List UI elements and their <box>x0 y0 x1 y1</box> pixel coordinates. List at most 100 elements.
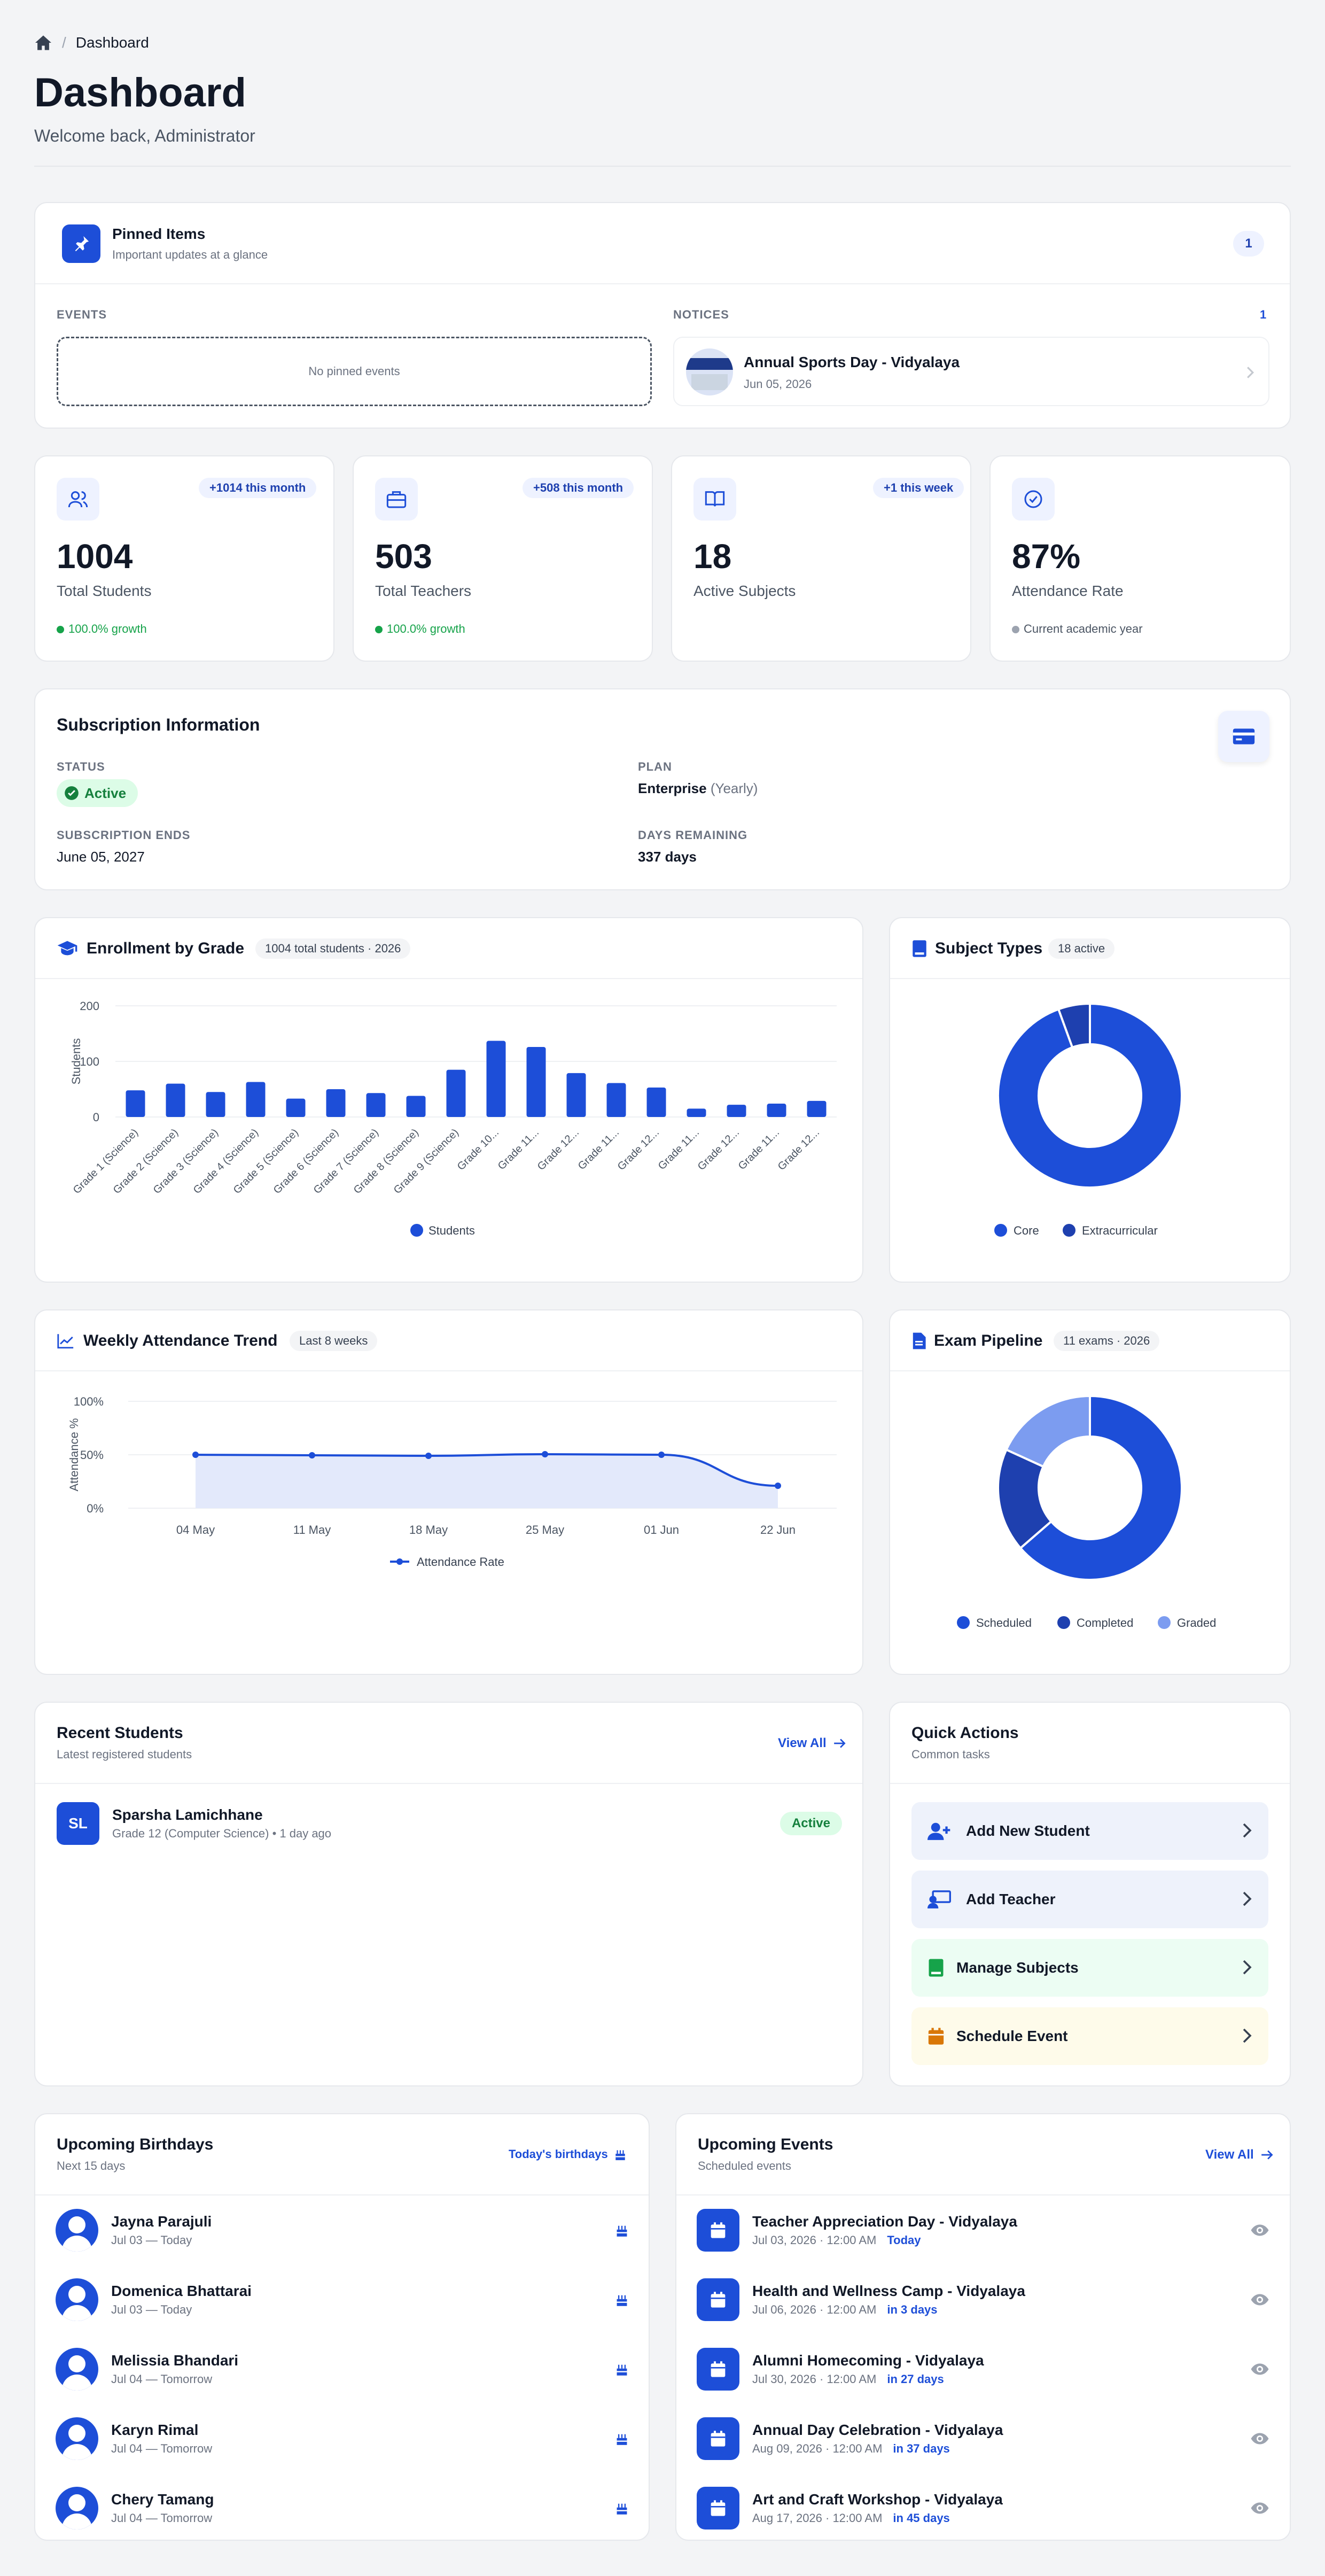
event-name: Teacher Appreciation Day - Vidyalaya <box>752 2213 1017 2230</box>
y-tick-label: 100% <box>74 1395 104 1408</box>
chevron-right-icon <box>1243 2028 1252 2043</box>
line-series <box>195 1453 778 1487</box>
check-circle-icon <box>65 786 79 800</box>
birthday-name: Chery Tamang <box>111 2491 214 2508</box>
x-tick-label: Grade 12... <box>776 1127 822 1173</box>
x-tick-label: Grade 1 (Science) <box>71 1127 141 1196</box>
card-icon[interactable] <box>1218 711 1269 762</box>
add-new-student-label: Add New Student <box>966 1822 1090 1839</box>
student-row[interactable]: SL Sparsha Lamichhane Grade 12 (Computer… <box>57 1797 842 1850</box>
event-row[interactable]: Teacher Appreciation Day - Vidyalaya Jul … <box>697 2195 1269 2265</box>
teachers-growth-badge: +508 this month <box>523 478 634 498</box>
events-card: Upcoming Events Scheduled events View Al… <box>675 2113 1291 2541</box>
attendance-foot: Current academic year <box>1012 622 1143 636</box>
arrow-right-icon <box>1261 2150 1273 2160</box>
x-tick-label: 04 May <box>176 1523 215 1537</box>
bar <box>566 1073 586 1117</box>
todays-birthdays-link[interactable]: Today's birthdays <box>509 2147 626 2161</box>
home-icon[interactable] <box>34 35 52 51</box>
exam-divider <box>890 1370 1290 1371</box>
bar <box>687 1108 706 1117</box>
bar <box>526 1046 546 1117</box>
view-all-events-link[interactable]: View All <box>1205 2147 1274 2162</box>
subject-types-card: Subject Types 18 active Core Extracurricu… <box>889 917 1291 1283</box>
breadcrumb: / Dashboard <box>34 34 149 51</box>
birthday-row[interactable]: Chery Tamang Jul 04 — Tomorrow <box>56 2473 628 2543</box>
event-date: Aug 09, 2026 · 12:00 AM <box>752 2442 883 2455</box>
x-tick-label: 18 May <box>409 1523 448 1537</box>
birthday-row[interactable]: Melissia Bhandari Jul 04 — Tomorrow <box>56 2334 628 2404</box>
attendance-foot-text: Current academic year <box>1024 622 1143 635</box>
bar <box>807 1100 827 1117</box>
bar <box>126 1090 145 1117</box>
data-point <box>309 1452 315 1458</box>
avatar <box>56 2417 98 2460</box>
eye-icon[interactable] <box>1250 2223 1269 2237</box>
cake-icon <box>617 2503 627 2515</box>
x-tick-label: Grade 12... <box>615 1127 661 1173</box>
legend-swatch <box>1063 1224 1075 1237</box>
event-name: Art and Craft Workshop - Vidyalaya <box>752 2491 1003 2508</box>
birthday-row[interactable]: Domenica Bhattarai Jul 03 — Today <box>56 2265 628 2334</box>
event-relative: in 37 days <box>893 2442 950 2455</box>
subject-types-title: Subject Types <box>935 940 1043 957</box>
legend-label: Core <box>1014 1224 1039 1237</box>
eye-icon[interactable] <box>1250 2362 1269 2376</box>
eye-icon[interactable] <box>1250 2293 1269 2307</box>
cake-icon <box>617 2434 627 2445</box>
x-tick-label: Grade 12... <box>535 1127 581 1173</box>
y-tick-label: 50% <box>80 1448 104 1462</box>
birthday-row[interactable]: Karyn Rimal Jul 04 — Tomorrow <box>56 2404 628 2473</box>
events-subtitle: Scheduled events <box>698 2159 791 2172</box>
avatar <box>56 2487 98 2530</box>
view-all-events-label: View All <box>1205 2147 1254 2162</box>
eye-icon[interactable] <box>1250 2501 1269 2515</box>
x-tick-label: 22 Jun <box>760 1523 796 1537</box>
users-icon <box>57 478 99 521</box>
check-circle-icon <box>1012 478 1055 521</box>
event-row[interactable]: Art and Craft Workshop - Vidyalaya Aug 17… <box>697 2473 1269 2543</box>
plan-value: Enterprise (Yearly) <box>638 780 758 797</box>
add-new-student-button[interactable]: Add New Student <box>911 1802 1268 1860</box>
manage-subjects-button[interactable]: Manage Subjects <box>911 1939 1268 1997</box>
subjects-growth-badge: +1 this week <box>873 478 964 498</box>
donut-slice <box>1019 1394 1183 1581</box>
avatar <box>56 2209 98 2252</box>
schedule-event-label: Schedule Event <box>956 2028 1068 2044</box>
birthdays-card: Upcoming Birthdays Next 15 days Today's … <box>34 2113 650 2541</box>
avatar <box>56 2278 98 2321</box>
student-meta: Grade 12 (Computer Science) • 1 day ago <box>112 1827 332 1840</box>
event-row[interactable]: Health and Wellness Camp - Vidyalaya Jul … <box>697 2265 1269 2334</box>
schedule-event-button[interactable]: Schedule Event <box>911 2007 1268 2065</box>
view-all-students-link[interactable]: View All <box>778 1736 847 1751</box>
bar <box>727 1105 746 1117</box>
events-empty-text: No pinned events <box>308 364 400 378</box>
students-value: 1004 <box>57 537 133 576</box>
bar <box>206 1092 225 1117</box>
event-row[interactable]: Annual Day Celebration - Vidyalaya Aug 09… <box>697 2404 1269 2473</box>
add-teacher-button[interactable]: Add Teacher <box>911 1871 1268 1928</box>
x-tick-label: 25 May <box>526 1523 564 1537</box>
birthday-name: Karyn Rimal <box>111 2422 199 2438</box>
x-tick-label: Grade 11... <box>736 1127 782 1172</box>
eye-icon[interactable] <box>1250 2432 1269 2446</box>
attendance-label: Attendance Rate <box>1012 583 1124 599</box>
events-title: Upcoming Events <box>698 2136 833 2153</box>
data-point <box>658 1452 665 1458</box>
notice-item[interactable]: Annual Sports Day - Vidyalaya Jun 05, 20… <box>673 337 1269 406</box>
y-tick-label: 0% <box>87 1502 104 1515</box>
teachers-foot: 100.0% growth <box>375 622 465 636</box>
enrollment-title: Enrollment by Grade <box>87 940 245 957</box>
days-value: 337 days <box>638 849 697 865</box>
recent-title: Recent Students <box>57 1724 183 1742</box>
x-tick-label: Grade 11... <box>576 1127 621 1172</box>
attendance-value: 87% <box>1012 537 1081 576</box>
x-tick-label: Grade 11... <box>656 1127 702 1172</box>
event-row[interactable]: Alumni Homecoming - Vidyalaya Jul 30, 202… <box>697 2334 1269 2404</box>
notices-count: 1 <box>1260 308 1267 321</box>
data-point <box>542 1451 548 1457</box>
birthday-row[interactable]: Jayna Parajuli Jul 03 — Today <box>56 2195 628 2265</box>
legend-swatch <box>957 1616 970 1629</box>
stat-card-students: +1014 this month 1004 Total Students 100… <box>34 455 334 662</box>
pinned-card: Pinned Items Important updates at a glan… <box>34 202 1291 429</box>
